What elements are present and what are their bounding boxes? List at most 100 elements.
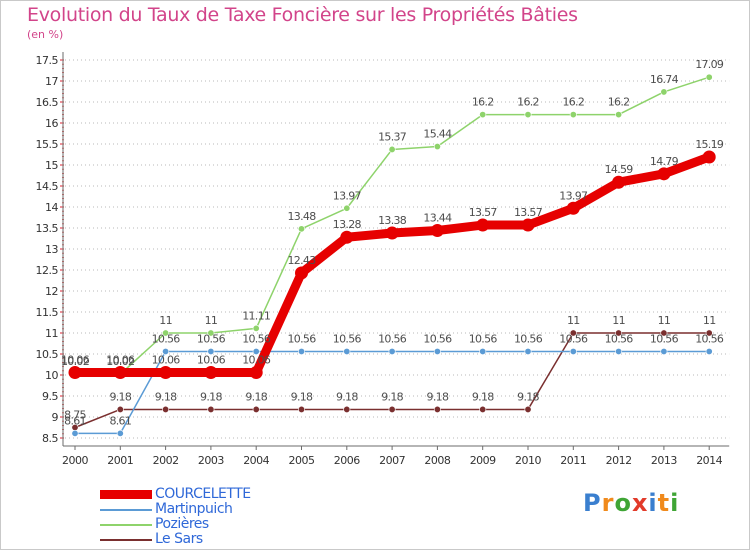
data-point <box>297 347 305 355</box>
data-label: 13.38 <box>378 214 407 227</box>
y-tick-label: 12.5 <box>36 264 59 277</box>
data-point <box>388 145 396 153</box>
data-label: 9.18 <box>245 390 267 403</box>
data-label: 15.37 <box>378 130 407 143</box>
data-point <box>252 405 260 413</box>
x-tick-label: 2013 <box>651 454 677 467</box>
data-point <box>615 329 623 337</box>
data-point <box>162 347 170 355</box>
data-point <box>343 204 351 212</box>
y-tick-label: 14 <box>45 201 58 214</box>
data-point <box>116 405 124 413</box>
data-point <box>204 365 218 379</box>
legend-label-le-sars: Le Sars <box>155 531 203 547</box>
data-label: 10.56 <box>423 332 452 345</box>
logo-letter: t <box>657 489 671 517</box>
data-point <box>249 365 263 379</box>
chart-unit: (en %) <box>27 28 64 41</box>
data-point <box>297 225 305 233</box>
data-label: 13.44 <box>423 212 452 225</box>
data-point <box>162 405 170 413</box>
data-point <box>295 266 308 280</box>
data-label: 11 <box>658 314 671 327</box>
logo-letter: o <box>614 489 632 517</box>
logo-letter: i <box>670 489 680 517</box>
y-tick-label: 13 <box>45 243 58 256</box>
y-tick-label: 16 <box>45 117 58 130</box>
data-point <box>159 365 173 379</box>
legend-swatch-martinpuich <box>100 509 152 511</box>
x-tick-label: 2005 <box>289 454 315 467</box>
x-tick-label: 2009 <box>470 454 496 467</box>
x-tick-label: 2008 <box>424 454 450 467</box>
x-tick-label: 2006 <box>334 454 360 467</box>
data-point <box>343 405 351 413</box>
data-label: 10.06 <box>242 353 271 366</box>
legend-label-courcelette: COURCELETTE <box>155 486 251 502</box>
data-label: 11 <box>703 314 716 327</box>
logo-letter: P <box>583 489 602 517</box>
data-label: 8.61 <box>64 414 86 427</box>
data-label: 9.18 <box>381 390 403 403</box>
data-label: 9.18 <box>517 390 539 403</box>
x-tick-label: 2003 <box>198 454 224 467</box>
y-tick-label: 14.5 <box>36 180 59 193</box>
data-label: 9.18 <box>427 390 449 403</box>
legend-label-martinpuich: Martinpuich <box>155 501 233 517</box>
series-line-le-sars <box>74 332 710 429</box>
data-point <box>71 429 79 437</box>
y-tick-label: 10 <box>45 369 58 382</box>
logo-letter: r <box>601 489 615 517</box>
data-point <box>113 365 127 379</box>
y-tick-label: 8.5 <box>42 432 58 445</box>
data-label: 10.56 <box>333 332 362 345</box>
data-label: 17.09 <box>695 58 724 71</box>
data-label: 10.02 <box>61 355 89 368</box>
data-point <box>702 150 716 164</box>
data-label: 10.56 <box>288 332 317 345</box>
data-label: 13.97 <box>333 189 362 202</box>
data-label: 10.56 <box>469 332 498 345</box>
data-label: 13.28 <box>333 218 362 231</box>
data-point <box>569 329 577 337</box>
data-point <box>524 405 532 413</box>
x-tick-label: 2014 <box>696 454 722 467</box>
x-tick-label: 2007 <box>379 454 405 467</box>
data-label: 9.18 <box>472 390 494 403</box>
data-point <box>116 429 124 437</box>
data-point <box>476 218 490 232</box>
data-label: 13.97 <box>559 189 588 202</box>
data-point <box>705 73 713 81</box>
data-label: 12.43 <box>288 254 317 267</box>
data-label: 15.19 <box>695 138 724 151</box>
data-point <box>705 347 713 355</box>
data-label: 14.79 <box>650 155 679 168</box>
axes: 8.599.51010.51111.51212.51313.51414.5151… <box>36 52 730 467</box>
data-point <box>388 405 396 413</box>
data-point <box>569 347 577 355</box>
data-point <box>657 167 671 181</box>
x-tick-label: 2002 <box>153 454 179 467</box>
data-label: 16.74 <box>650 73 679 86</box>
data-label: 13.48 <box>288 210 317 223</box>
data-point <box>660 88 668 96</box>
proxiti-logo: Proxiti <box>583 489 679 517</box>
data-label: 14.59 <box>605 163 634 176</box>
data-label: 16.2 <box>608 96 630 109</box>
y-tick-label: 15.5 <box>36 138 59 151</box>
data-label: 10.56 <box>152 332 181 345</box>
data-label: 16.2 <box>472 96 494 109</box>
data-point <box>162 329 170 337</box>
data-label: 10.56 <box>242 332 271 345</box>
legend-swatch-courcelette <box>100 490 152 499</box>
data-point <box>433 143 441 151</box>
x-tick-label: 2011 <box>560 454 586 467</box>
data-label: 10.02 <box>106 355 134 368</box>
data-label: 9.18 <box>155 390 177 403</box>
data-point <box>340 230 354 244</box>
data-label: 9.18 <box>291 390 313 403</box>
data-point <box>385 226 399 240</box>
data-label: 11 <box>205 314 218 327</box>
data-label: 10.56 <box>514 332 543 345</box>
data-point <box>524 111 532 119</box>
